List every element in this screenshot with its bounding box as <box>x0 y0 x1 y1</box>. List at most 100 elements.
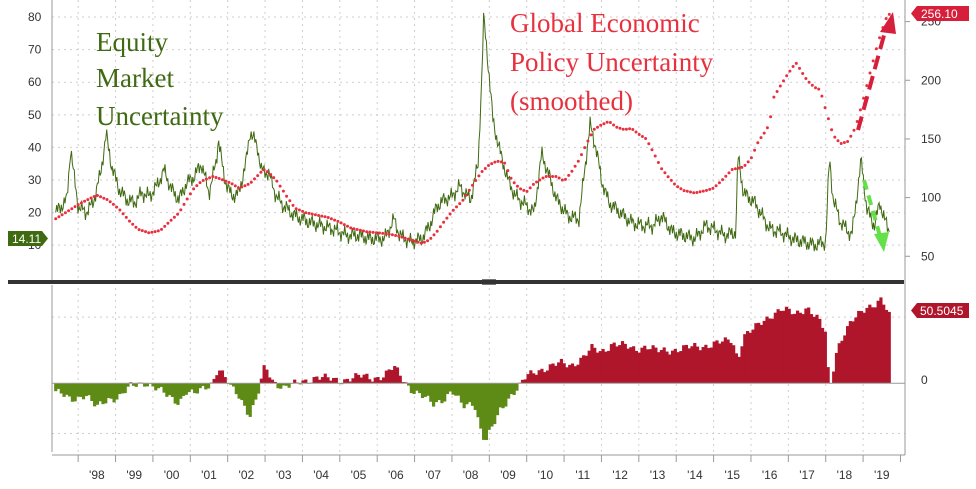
policy-uncertainty-point <box>326 216 330 219</box>
policy-uncertainty-point <box>422 240 426 244</box>
spread-bar <box>643 345 647 384</box>
policy-uncertainty-point <box>281 189 285 193</box>
spread-bar <box>65 383 69 395</box>
policy-uncertainty-point <box>63 211 67 215</box>
spread-bar <box>801 314 805 384</box>
spread-bar <box>262 365 266 384</box>
spread-bar <box>101 383 105 405</box>
policy-uncertainty-point <box>807 80 811 84</box>
policy-uncertainty-point <box>644 137 648 140</box>
policy-uncertainty-point <box>788 69 792 73</box>
equity-annotation-line-3: Uncertainty <box>96 101 224 131</box>
policy-uncertainty-point <box>403 236 407 240</box>
policy-uncertainty-point <box>163 224 167 228</box>
spread-bar <box>609 344 614 384</box>
spread-bar <box>832 371 836 384</box>
policy-uncertainty-point <box>772 95 776 99</box>
spread-bar <box>765 316 769 384</box>
spread-bar <box>420 383 425 399</box>
spread-bar <box>776 309 780 384</box>
policy-uncertainty-point <box>124 215 128 219</box>
panel-divider-grip <box>482 279 496 280</box>
policy-uncertainty-point <box>724 174 728 178</box>
spread-bar <box>662 347 666 384</box>
policy-uncertainty-point <box>663 171 667 175</box>
policy-uncertainty-point <box>323 215 327 219</box>
policy-uncertainty-point <box>480 170 484 173</box>
policy-uncertainty-point <box>756 141 760 145</box>
x-axis-ticks: '98 '99 '00 '01 '02 '03 '04 '05 '06 '07 '08 '09 '10 '… <box>77 455 901 482</box>
left-tick-label: 30 <box>28 173 42 187</box>
spread-bar <box>304 379 308 384</box>
spread-bar <box>390 369 394 384</box>
top-panel-gridlines <box>52 0 905 280</box>
policy-uncertainty-point <box>762 131 766 135</box>
spread-bar <box>215 375 219 384</box>
policy-uncertainty-point <box>362 229 365 233</box>
policy-uncertainty-point <box>413 239 417 243</box>
policy-uncertainty-point <box>596 125 599 129</box>
policy-uncertainty-point <box>204 177 208 181</box>
panel-divider-grip <box>482 284 496 285</box>
policy-uncertainty-point <box>95 194 99 197</box>
policy-uncertainty-point <box>272 176 276 180</box>
policy-uncertainty-point <box>467 188 471 192</box>
spread-bar <box>876 300 880 384</box>
policy-uncertainty-point <box>775 90 779 93</box>
policy-uncertainty-point <box>352 227 356 231</box>
spread-bar <box>623 343 627 384</box>
left-axis-ticks: 1020304050607080 <box>28 10 42 252</box>
spread-bar <box>712 341 716 384</box>
spread-bar <box>256 383 261 394</box>
policy-uncertainty-point <box>211 175 215 178</box>
policy-uncertainty-point <box>714 184 718 188</box>
spread-bar <box>568 364 572 384</box>
spread-bar <box>670 350 675 384</box>
spread-bar <box>73 383 77 402</box>
spread-bar <box>432 383 436 407</box>
spread-bar <box>854 317 858 384</box>
policy-uncertainty-point <box>153 230 157 234</box>
policy-uncertainty-point <box>640 135 644 138</box>
spread-bar <box>159 383 163 387</box>
x-tick-label: '00 <box>164 468 180 482</box>
policy-uncertainty-point <box>612 123 616 127</box>
policy-uncertainty-point <box>528 186 532 190</box>
policy-uncertainty-point <box>99 195 103 199</box>
spread-bar <box>520 379 525 384</box>
policy-uncertainty-point <box>60 213 64 217</box>
x-tick-label: '06 <box>388 468 404 482</box>
spread-bar <box>76 383 80 397</box>
policy-uncertainty-point <box>394 234 398 237</box>
spread-bar <box>590 344 594 384</box>
policy-uncertainty-point <box>692 191 696 195</box>
spread-bar <box>143 383 147 387</box>
x-tick-label: '01 <box>201 468 217 482</box>
policy-uncertainty-point <box>846 140 850 143</box>
left-tick-label: 20 <box>28 206 42 220</box>
spread-bar <box>434 383 438 403</box>
spread-bar <box>851 321 855 384</box>
policy-uncertainty-point <box>653 154 657 158</box>
spread-bar <box>329 380 333 384</box>
policy-uncertainty-point <box>73 205 77 209</box>
left-tick-label: 40 <box>28 140 42 154</box>
policy-uncertainty-point <box>673 182 676 186</box>
spread-bar <box>576 364 580 384</box>
policy-uncertainty-point <box>564 177 567 181</box>
spread-bar <box>687 348 691 384</box>
policy-uncertainty-point <box>160 227 163 231</box>
spread-bar <box>815 314 819 384</box>
spread-bar <box>523 379 527 384</box>
policy-uncertainty-point <box>759 136 763 140</box>
right-tick-label: 200 <box>921 73 941 87</box>
spread-bar <box>612 342 616 384</box>
bottom-last-value-label: 50.5045 <box>920 304 964 318</box>
policy-uncertainty-point <box>535 180 539 184</box>
spread-bar <box>70 383 74 402</box>
policy-uncertainty-point <box>570 169 574 173</box>
policy-uncertainty-point <box>102 196 106 200</box>
policy-uncertainty-point <box>801 72 805 75</box>
policy-uncertainty-point <box>599 123 603 127</box>
